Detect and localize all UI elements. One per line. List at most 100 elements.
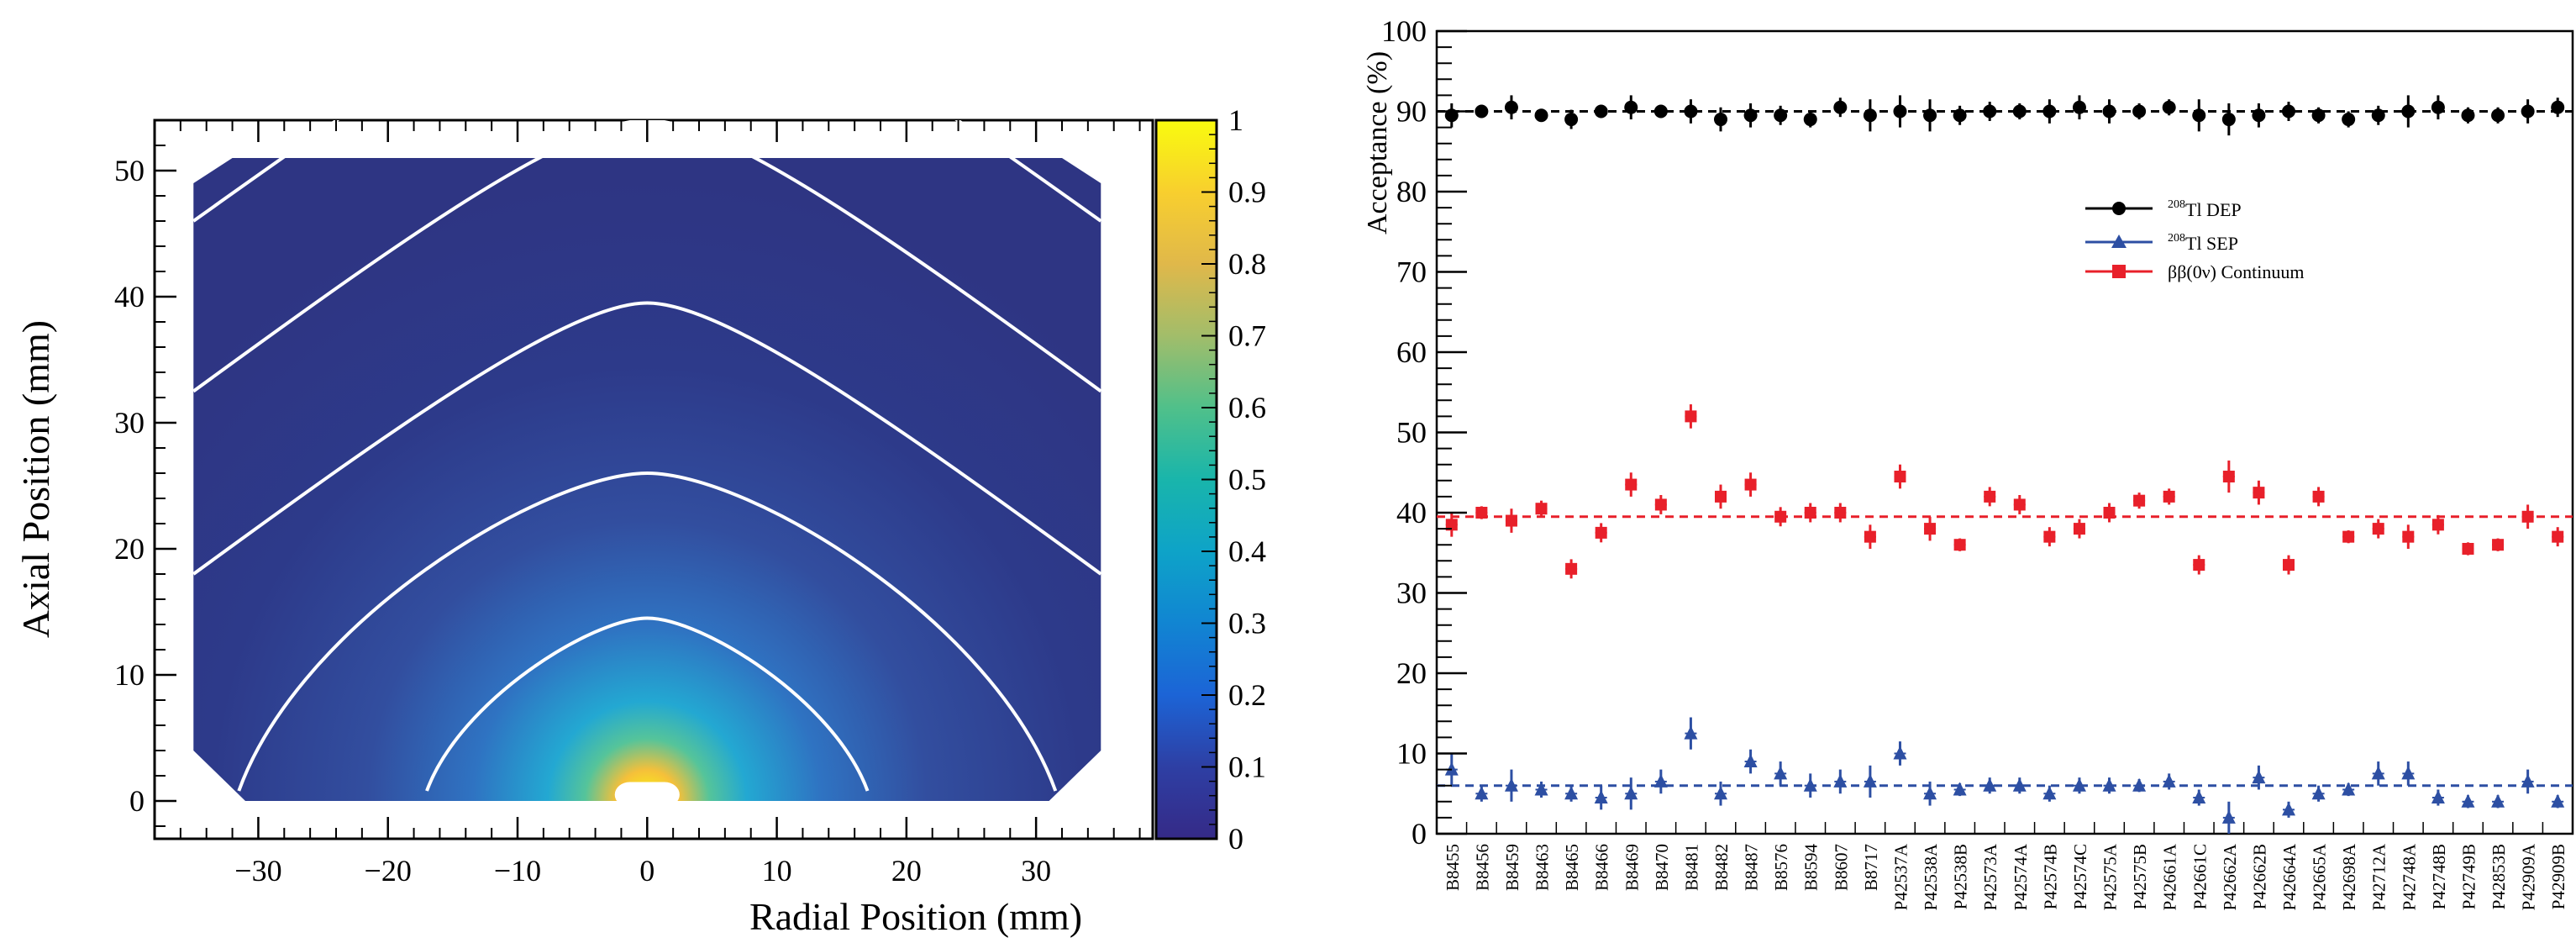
data-point (1894, 471, 1906, 483)
x-category-label: P42575B (2130, 844, 2150, 909)
legend-label-sep: Tl SEP (2185, 233, 2238, 254)
x-category-label: P42662A (2220, 843, 2240, 910)
x-category-label: B8717 (1861, 844, 1881, 891)
data-point (2311, 786, 2326, 800)
y-tick-label: 90 (1396, 95, 1427, 129)
data-point (1833, 773, 1848, 788)
data-point (2102, 777, 2116, 792)
legend-sup-dep: 208 (2168, 198, 2185, 211)
x-category-label: B8487 (1742, 844, 1762, 891)
x-category-label: B8482 (1711, 844, 1732, 891)
x-category-label: P42909B (2548, 844, 2568, 909)
y-tick-label: 40 (114, 280, 145, 313)
data-series (1444, 95, 2565, 834)
data-point (1983, 777, 1997, 792)
data-point (2521, 773, 2535, 788)
data-point (2221, 809, 2236, 824)
data-point (1923, 786, 1937, 800)
legend-label-dep: Tl DEP (2185, 199, 2242, 220)
x-category-label: P42698A (2339, 843, 2359, 910)
data-point (1804, 507, 1816, 519)
data-point (1504, 777, 1518, 792)
data-point (2431, 100, 2445, 114)
data-point (2132, 777, 2147, 792)
x-axis-title: Radial Position (mm) (749, 895, 1082, 938)
data-point (2342, 782, 2356, 796)
x-category-label: B8463 (1532, 844, 1553, 891)
y-tick-label: 30 (114, 406, 145, 440)
data-point (2043, 530, 2056, 543)
data-point (1774, 766, 1788, 780)
data-point (1983, 104, 1997, 119)
data-point (2163, 490, 2175, 503)
data-point (1803, 113, 1817, 127)
data-point (1535, 503, 1548, 515)
data-point (1953, 539, 1966, 551)
x-tick-label: −20 (365, 854, 412, 888)
x-category-label: P42573A (1980, 843, 2000, 910)
data-point (2103, 507, 2116, 519)
plot-frame (1435, 29, 2574, 835)
data-point (1923, 108, 1937, 123)
x-category-label: P42662B (2249, 844, 2269, 909)
x-tick-label: −10 (494, 854, 541, 888)
y-axis-title: Axial Position (mm) (14, 320, 57, 638)
data-point (1625, 478, 1638, 491)
x-category-label: P42538A (1921, 843, 1941, 910)
data-point (2192, 790, 2206, 804)
data-point (2371, 766, 2385, 780)
data-point (1534, 108, 1548, 123)
x-tick-label: −30 (234, 854, 281, 888)
y-tick-label: 40 (1396, 496, 1427, 529)
colorbar-tick-label: 1 (1228, 103, 1243, 137)
data-point (1565, 562, 1578, 575)
legend: 208Tl DEP 208Tl SEP ββ(0ν) Continuum (2085, 198, 2305, 282)
data-point (1714, 786, 1727, 800)
y-tick-label: 10 (1396, 737, 1427, 771)
colorbar-tick-label: 0 (1228, 822, 1243, 856)
x-category-label: P42661A (2160, 843, 2180, 910)
data-point (2491, 108, 2505, 123)
series-group (1444, 95, 2565, 136)
data-point (1475, 786, 1489, 800)
data-point (1803, 777, 1817, 792)
data-point (1953, 108, 1967, 123)
colorbar-tick-label: 0.5 (1228, 463, 1266, 497)
colorbar-tick-label: 0.4 (1228, 535, 1266, 568)
data-point (2253, 487, 2265, 499)
x-category-label: B8459 (1502, 844, 1522, 891)
detector-body (193, 158, 1101, 801)
data-point (2012, 777, 2027, 792)
data-point (1714, 113, 1727, 127)
data-point (2073, 523, 2085, 535)
data-point (2311, 108, 2326, 123)
data-point (2042, 786, 2057, 800)
data-point (2282, 802, 2295, 816)
data-point (2193, 559, 2205, 572)
colorbar-tick-label: 0.1 (1228, 751, 1266, 784)
x-category-label: B8470 (1652, 844, 1672, 891)
x-tick-label: 0 (639, 854, 655, 888)
data-point (2132, 104, 2147, 119)
data-point (1564, 113, 1579, 127)
data-point (1684, 104, 1698, 119)
x-category-label: P42664A (2279, 843, 2300, 910)
x-category-label: P42853B (2489, 844, 2509, 909)
y-tick-label: 0 (129, 784, 145, 818)
y-tick-label: 100 (1381, 14, 1427, 48)
data-point (1475, 507, 1488, 519)
contour-line (192, 301, 1102, 576)
data-point (1684, 725, 1698, 740)
x-category-label: P42748B (2429, 844, 2449, 909)
data-point (2312, 490, 2325, 503)
x-tick-label: 30 (1021, 854, 1051, 888)
svg-text:208Tl DEP: 208Tl DEP (2168, 198, 2242, 220)
data-point (1653, 104, 1668, 119)
data-point (2102, 104, 2116, 119)
data-point (1984, 490, 1996, 503)
x-category-label: B8576 (1771, 844, 1791, 891)
data-point (1834, 507, 1847, 519)
data-point (1833, 100, 1848, 114)
x-category-label: P42574B (2040, 844, 2060, 909)
